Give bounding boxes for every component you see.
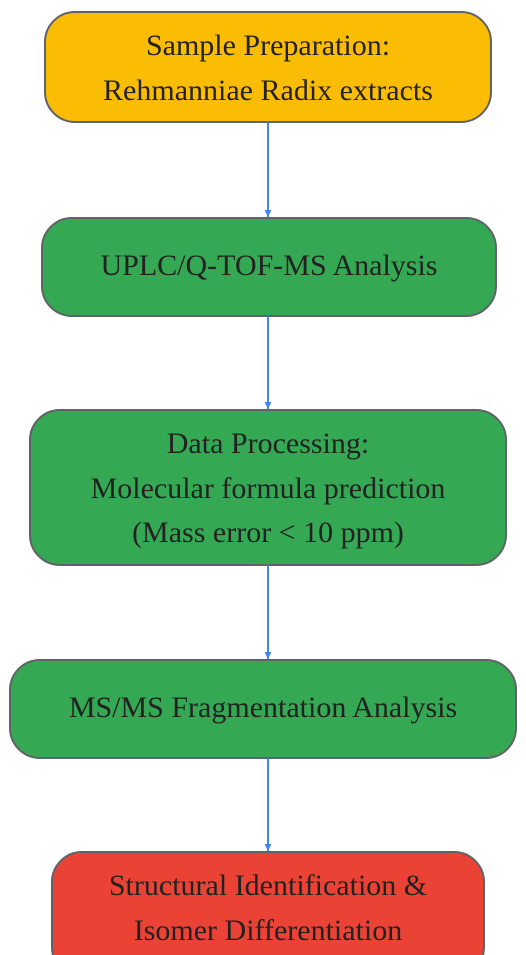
node-box bbox=[9, 659, 517, 759]
node-label: Isomer Differentiation bbox=[134, 914, 403, 947]
node-label: Molecular formula prediction bbox=[91, 472, 446, 505]
node-label: Sample Preparation: bbox=[146, 29, 390, 62]
node-label: Structural Identification & bbox=[109, 869, 427, 902]
node-label: Rehmanniae Radix extracts bbox=[103, 74, 433, 107]
node-label: Data Processing: bbox=[167, 427, 369, 460]
node-box bbox=[51, 851, 485, 955]
node-label: MS/MS Fragmentation Analysis bbox=[69, 691, 457, 724]
node-label: (Mass error < 10 ppm) bbox=[132, 516, 404, 549]
node-label: UPLC/Q-TOF-MS Analysis bbox=[100, 249, 437, 282]
